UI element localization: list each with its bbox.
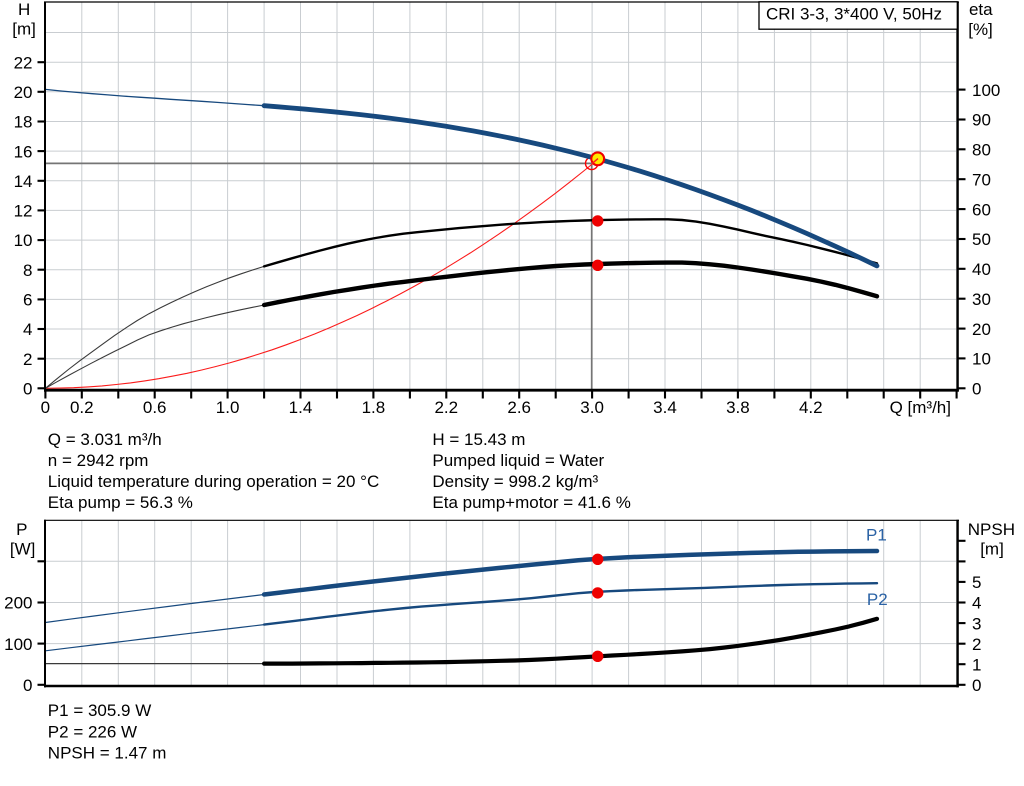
svg-text:CRI 3-3, 3*400 V, 50Hz: CRI 3-3, 3*400 V, 50Hz [766, 5, 942, 24]
svg-text:0.2: 0.2 [70, 398, 94, 417]
svg-text:NPSH = 1.47 m: NPSH = 1.47 m [48, 744, 167, 763]
svg-text:1.8: 1.8 [362, 398, 386, 417]
svg-text:10: 10 [972, 350, 991, 369]
svg-text:12: 12 [14, 202, 33, 221]
svg-text:H = 15.43 m: H = 15.43 m [432, 430, 525, 449]
svg-text:80: 80 [972, 141, 991, 160]
svg-text:Q [m³/h]: Q [m³/h] [890, 398, 951, 417]
svg-text:100: 100 [972, 81, 1000, 100]
svg-text:20: 20 [14, 83, 33, 102]
svg-text:3: 3 [972, 614, 981, 633]
svg-text:[W]: [W] [10, 540, 36, 559]
svg-text:P2: P2 [867, 590, 888, 609]
svg-text:1.0: 1.0 [216, 398, 240, 417]
svg-text:200: 200 [4, 594, 32, 613]
svg-text:H: H [18, 0, 30, 19]
svg-text:6: 6 [23, 291, 32, 310]
svg-text:50: 50 [972, 230, 991, 249]
svg-text:eta: eta [969, 0, 993, 19]
svg-text:0.6: 0.6 [143, 398, 167, 417]
svg-text:[m]: [m] [12, 20, 36, 39]
svg-text:0: 0 [23, 676, 32, 695]
svg-text:[%]: [%] [968, 20, 993, 39]
svg-text:5: 5 [972, 573, 981, 592]
svg-text:3.4: 3.4 [653, 398, 677, 417]
svg-text:Density = 998.2 kg/m³: Density = 998.2 kg/m³ [432, 472, 598, 491]
svg-text:Q = 3.031 m³/h: Q = 3.031 m³/h [48, 430, 162, 449]
svg-text:0: 0 [23, 380, 32, 399]
svg-text:16: 16 [14, 142, 33, 161]
svg-text:18: 18 [14, 113, 33, 132]
svg-text:0: 0 [972, 380, 981, 399]
svg-text:90: 90 [972, 111, 991, 130]
svg-text:10: 10 [14, 231, 33, 250]
svg-text:Pumped liquid = Water: Pumped liquid = Water [432, 451, 604, 470]
svg-text:60: 60 [972, 200, 991, 219]
svg-text:NPSH: NPSH [968, 520, 1015, 539]
svg-text:4.2: 4.2 [799, 398, 823, 417]
svg-text:0: 0 [972, 676, 981, 695]
svg-text:14: 14 [14, 172, 33, 191]
svg-text:1.4: 1.4 [289, 398, 313, 417]
svg-text:22: 22 [14, 53, 33, 72]
svg-text:2.6: 2.6 [507, 398, 531, 417]
svg-text:[m]: [m] [980, 540, 1004, 559]
svg-text:0: 0 [41, 398, 50, 417]
svg-text:20: 20 [972, 320, 991, 339]
svg-text:P1: P1 [866, 525, 887, 544]
svg-text:3.8: 3.8 [726, 398, 750, 417]
svg-text:P2 = 226 W: P2 = 226 W [48, 722, 137, 741]
svg-text:Liquid temperature during oper: Liquid temperature during operation = 20… [48, 472, 379, 491]
svg-text:2.2: 2.2 [434, 398, 458, 417]
svg-text:4: 4 [972, 594, 981, 613]
svg-text:Eta pump+motor = 41.6 %: Eta pump+motor = 41.6 % [432, 493, 630, 512]
svg-text:8: 8 [23, 261, 32, 280]
svg-text:4: 4 [23, 320, 32, 339]
svg-text:70: 70 [972, 170, 991, 189]
svg-text:2: 2 [972, 635, 981, 654]
svg-text:1: 1 [972, 655, 981, 674]
svg-text:n = 2942 rpm: n = 2942 rpm [48, 451, 149, 470]
svg-text:2: 2 [23, 350, 32, 369]
svg-text:30: 30 [972, 290, 991, 309]
svg-text:P1 = 305.9 W: P1 = 305.9 W [48, 701, 151, 720]
svg-text:3.0: 3.0 [580, 398, 604, 417]
svg-text:100: 100 [4, 635, 32, 654]
svg-text:Eta pump = 56.3 %: Eta pump = 56.3 % [48, 493, 193, 512]
svg-text:P: P [16, 520, 27, 539]
svg-text:40: 40 [972, 260, 991, 279]
